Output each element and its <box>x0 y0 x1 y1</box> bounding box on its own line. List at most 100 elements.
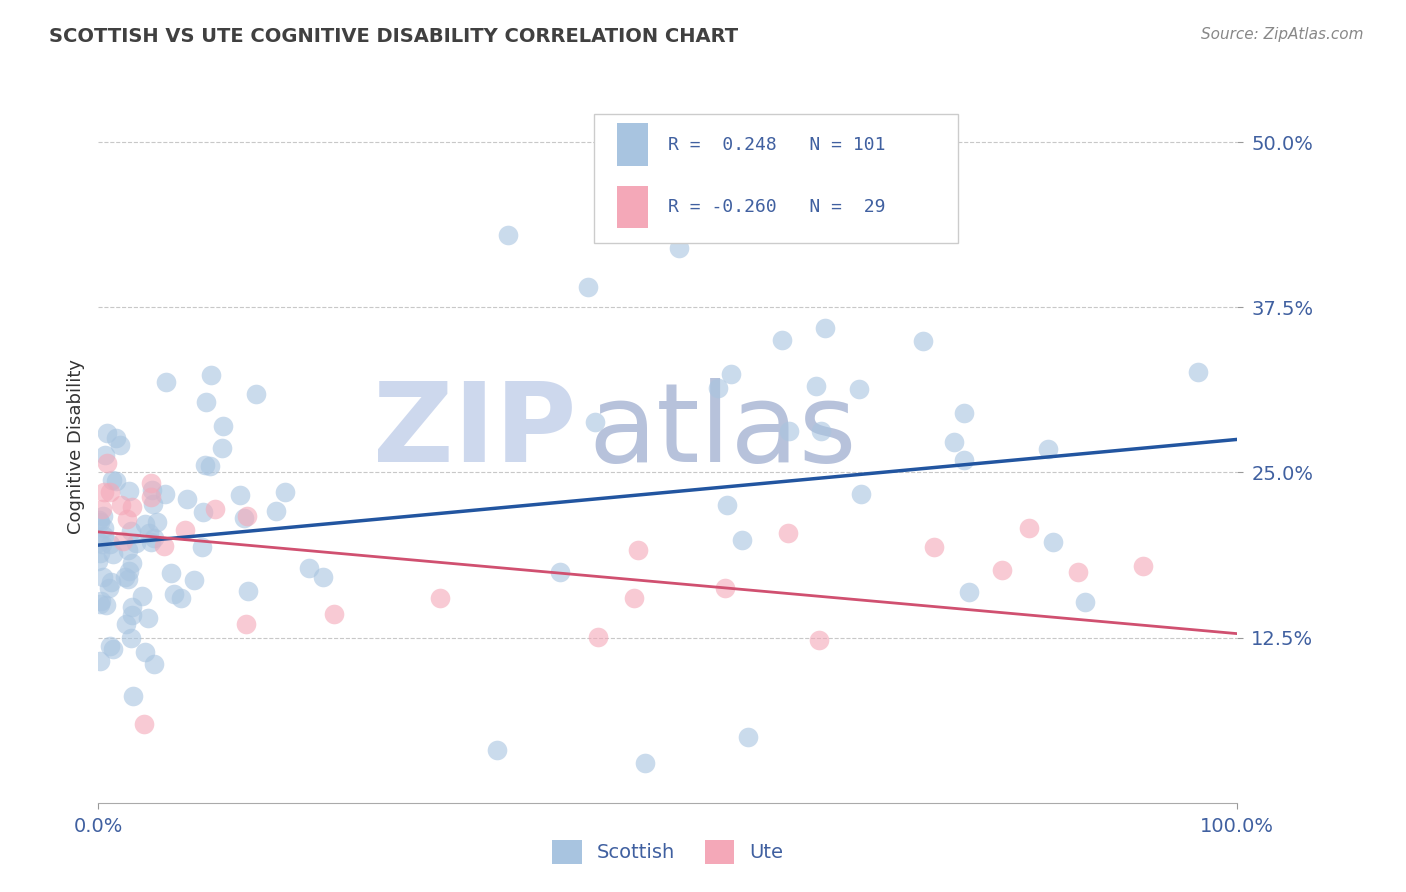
Point <box>235 617 257 632</box>
Point <box>235 508 257 523</box>
Point <box>118 565 141 579</box>
Point <box>89 516 111 530</box>
Point <box>155 376 177 390</box>
Point <box>707 381 730 395</box>
Point <box>120 631 142 645</box>
Point <box>98 485 121 500</box>
Point <box>174 524 197 538</box>
Text: R = -0.260   N =  29: R = -0.260 N = 29 <box>668 198 886 216</box>
Point <box>550 566 572 580</box>
Point <box>139 534 162 549</box>
Point <box>731 533 754 547</box>
Point <box>200 368 222 383</box>
Point <box>634 756 657 771</box>
Point <box>943 434 966 449</box>
Point <box>1038 442 1060 456</box>
Point <box>212 419 235 434</box>
Point <box>98 640 121 654</box>
Point <box>132 716 155 731</box>
Point <box>211 441 233 455</box>
Point <box>121 607 143 622</box>
Point <box>87 553 110 567</box>
Point <box>957 585 980 599</box>
Point <box>183 573 205 587</box>
Point <box>87 513 110 527</box>
Point <box>117 543 139 558</box>
Point <box>814 321 837 335</box>
Point <box>953 406 976 420</box>
Point <box>141 483 163 497</box>
Point <box>110 499 132 513</box>
Point <box>112 533 135 548</box>
Point <box>714 581 737 595</box>
Point <box>91 508 114 523</box>
FancyBboxPatch shape <box>593 114 959 243</box>
Point <box>131 589 153 603</box>
Point <box>232 511 254 525</box>
Point <box>93 521 115 535</box>
Point <box>105 474 128 488</box>
Point <box>583 415 606 429</box>
Point <box>236 584 259 599</box>
Point <box>1187 366 1209 380</box>
Point <box>991 563 1014 577</box>
Point <box>245 387 267 401</box>
Bar <box>617 186 648 228</box>
Point <box>323 607 346 621</box>
Point <box>125 536 148 550</box>
Point <box>778 424 800 438</box>
Legend: Scottish, Ute: Scottish, Ute <box>544 832 792 871</box>
Point <box>804 378 827 392</box>
Point <box>153 539 176 553</box>
Text: atlas: atlas <box>588 378 856 485</box>
Point <box>627 542 650 557</box>
Point <box>576 280 599 294</box>
Point <box>429 591 451 605</box>
Point <box>1132 558 1154 573</box>
Point <box>121 600 143 615</box>
Point <box>807 632 830 647</box>
Text: Source: ZipAtlas.com: Source: ZipAtlas.com <box>1201 27 1364 42</box>
Point <box>139 490 162 504</box>
Point <box>849 487 872 501</box>
Point <box>848 382 870 396</box>
Text: R =  0.248   N = 101: R = 0.248 N = 101 <box>668 136 886 153</box>
Point <box>810 424 832 438</box>
Point <box>98 536 121 550</box>
Point <box>770 333 793 347</box>
Point <box>274 485 297 500</box>
Point <box>155 486 177 500</box>
Point <box>912 334 935 348</box>
Point <box>96 425 118 440</box>
Point <box>139 476 162 491</box>
Point <box>90 593 112 607</box>
Point <box>176 492 198 507</box>
Point <box>120 524 142 538</box>
Point <box>163 587 186 601</box>
Point <box>143 657 166 672</box>
Point <box>312 569 335 583</box>
Bar <box>617 123 648 166</box>
Point <box>117 572 139 586</box>
Point <box>160 566 183 580</box>
Point <box>96 457 118 471</box>
Point <box>229 487 252 501</box>
Point <box>90 537 112 551</box>
Point <box>200 458 222 473</box>
Point <box>193 505 215 519</box>
Point <box>737 730 759 744</box>
Point <box>486 743 509 757</box>
Point <box>96 599 118 613</box>
Point <box>114 617 136 632</box>
Point <box>264 504 287 518</box>
Point <box>1042 535 1064 549</box>
Point <box>100 575 122 590</box>
Point <box>104 431 127 445</box>
Point <box>89 597 111 611</box>
Point <box>776 526 799 541</box>
Point <box>93 448 115 462</box>
Point <box>90 502 112 516</box>
Point <box>498 227 520 242</box>
Point <box>194 395 217 409</box>
Point <box>668 241 690 255</box>
